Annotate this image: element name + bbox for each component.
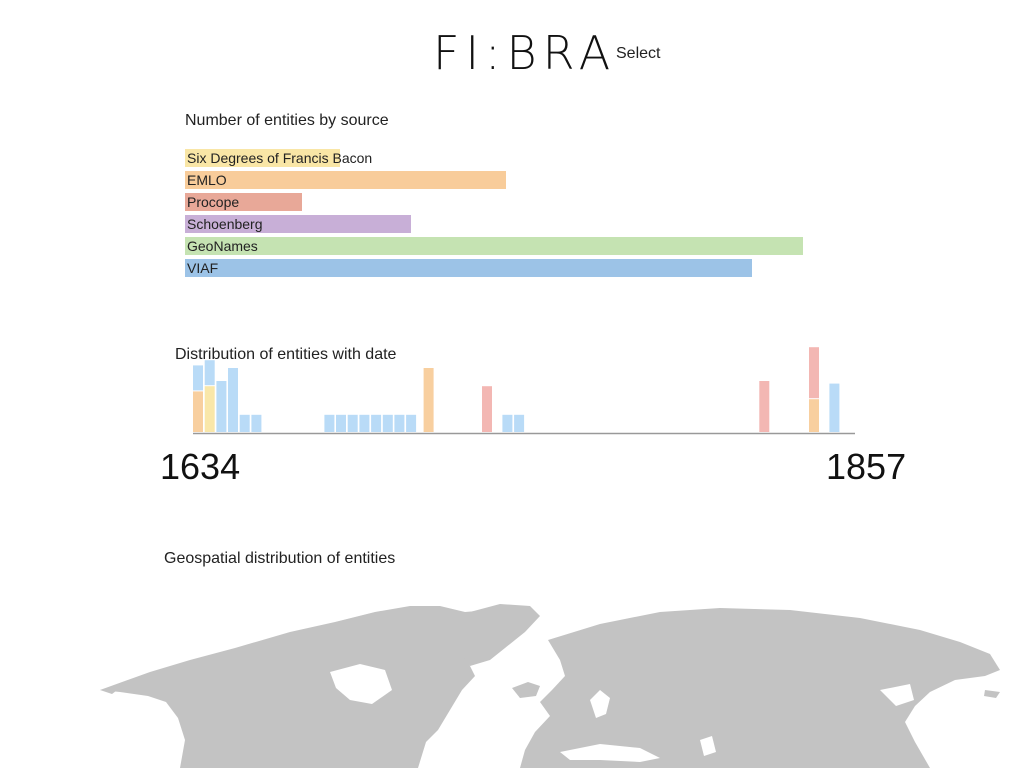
source-bar-procope[interactable] — [185, 193, 302, 211]
eurasia-landmass — [520, 608, 1000, 768]
date-bar-segment[interactable] — [514, 414, 525, 432]
date-bar-segment[interactable] — [829, 383, 840, 432]
date-bar-segment[interactable] — [759, 381, 770, 432]
east-islands — [984, 690, 1000, 698]
date-bar-segment[interactable] — [406, 414, 417, 432]
date-bar-segment[interactable] — [239, 414, 250, 432]
date-distribution-chart — [193, 347, 855, 435]
source-bar-schoenberg[interactable] — [185, 215, 411, 233]
end-year-label[interactable]: 1857 — [826, 446, 907, 487]
date-bar-segment[interactable] — [809, 399, 819, 432]
baltic-sea — [590, 690, 610, 718]
select-link[interactable]: Select — [616, 45, 661, 62]
date-bar-segment[interactable] — [336, 414, 346, 432]
date-section-title: Distribution of entities with date — [175, 346, 397, 363]
sea-of-okhotsk — [880, 684, 914, 706]
source-bar-viaf[interactable] — [185, 259, 752, 277]
alaska-tip — [100, 688, 120, 694]
date-bar-segment[interactable] — [371, 414, 382, 432]
caspian-sea — [700, 736, 716, 756]
world-map-svg — [100, 604, 1000, 768]
date-bar-segment[interactable] — [216, 381, 227, 432]
source-bar-geonames[interactable] — [185, 237, 803, 255]
date-bar-segment[interactable] — [394, 414, 405, 432]
date-bar-segment[interactable] — [482, 386, 492, 432]
fibra-logo: FI:BRA — [433, 26, 617, 80]
date-bar-segment[interactable] — [809, 347, 819, 399]
map-section-title: Geospatial distribution of entities — [164, 550, 396, 567]
water-bodies — [330, 664, 914, 762]
date-bar-segment[interactable] — [382, 414, 393, 432]
land-masses — [100, 604, 1000, 768]
date-bar-segment[interactable] — [193, 365, 203, 391]
date-bar-segment[interactable] — [324, 414, 335, 432]
hudson-bay — [330, 664, 392, 704]
north-america-landmass — [100, 606, 505, 768]
greenland-landmass — [460, 604, 540, 666]
date-bar-segment[interactable] — [502, 414, 513, 432]
iceland-landmass — [512, 682, 540, 698]
date-bar-segment[interactable] — [359, 414, 370, 432]
date-bar-segment[interactable] — [228, 368, 238, 432]
date-bar-segment[interactable] — [423, 368, 434, 432]
date-bar-segment[interactable] — [347, 414, 358, 432]
mediterranean-sea — [560, 744, 660, 762]
date-bar-segment[interactable] — [193, 391, 203, 432]
start-year-label[interactable]: 1634 — [160, 446, 241, 487]
sources-section-title: Number of entities by source — [185, 112, 389, 129]
date-bar-segment[interactable] — [204, 386, 215, 432]
source-bar-six-degrees-of-francis-bacon[interactable] — [185, 149, 340, 167]
world-map[interactable] — [0, 590, 1024, 768]
date-bar-segment[interactable] — [251, 414, 262, 432]
date-bar-segment[interactable] — [204, 360, 215, 386]
source-bar-emlo[interactable] — [185, 171, 506, 189]
